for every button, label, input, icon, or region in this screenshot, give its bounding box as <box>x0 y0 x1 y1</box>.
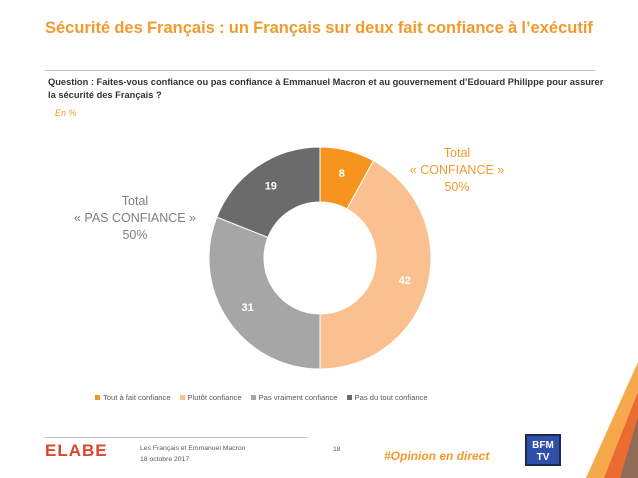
title-word: l’exécutif <box>521 19 593 37</box>
legend-swatch <box>179 395 185 400</box>
unit-label: En % <box>55 108 77 118</box>
question-text: Question : Faites-vous confiance ou pas … <box>48 77 604 100</box>
total-pas-confiance-sublabel: « PAS CONFIANCE » <box>73 211 197 225</box>
svg-text:TV: TV <box>537 452 550 463</box>
title-word: un <box>228 19 249 37</box>
slice-value-label: 31 <box>242 302 254 314</box>
legend-swatch <box>250 395 256 400</box>
elabe-logo: ELABE <box>45 441 108 460</box>
legend-label: Pas vraiment confiance <box>258 393 338 402</box>
donut-slice-labels: 8 42 31 19 <box>242 168 411 314</box>
total-confiance-value: 50% <box>444 180 470 194</box>
page-title: Sécurité des Français: un Français sur deux fai… <box>45 19 593 38</box>
decorative-triangle-icon <box>586 362 638 478</box>
total-pas-confiance: Total « PAS CONFIANCE » 50% <box>60 193 210 244</box>
donut-slice <box>216 146 321 239</box>
legend-item: Pas vraiment confiance <box>250 393 338 402</box>
title-word: deux <box>355 19 394 37</box>
total-confiance-label: Total <box>443 146 471 160</box>
donut-slice <box>319 160 432 370</box>
svg-text:BFM: BFM <box>532 440 554 451</box>
legend-label: Tout à fait confiance <box>103 393 171 402</box>
hashtag: #Opinion en direct <box>384 449 490 463</box>
legend-item: Pas du tout confiance <box>346 393 428 402</box>
footer-line-2: 18 octobre 2017 <box>140 456 190 463</box>
title-word: sur <box>325 19 351 37</box>
chart-legend: Tout à fait confiance Plutôt confiance Pas… <box>95 393 515 402</box>
title-word: Français <box>146 19 215 37</box>
total-confiance: Total « CONFIANCE » 50% <box>392 145 522 196</box>
title-word: des <box>114 19 143 37</box>
title-divider <box>45 70 595 71</box>
slice-value-label: 8 <box>339 168 345 180</box>
legend-item: Tout à fait confiance <box>95 393 171 402</box>
legend-swatch <box>95 395 100 400</box>
title-word: fait <box>397 19 423 37</box>
title-word: : <box>219 19 225 37</box>
footer-line-1: Les Français et Emmanuel Macron <box>140 445 246 452</box>
title-word: à <box>508 19 518 37</box>
title-word: confiance <box>426 19 504 37</box>
footer-source: Les Français et Emmanuel Macron 18 octob… <box>140 443 245 465</box>
total-confiance-sublabel: « CONFIANCE » <box>409 163 505 177</box>
legend-label: Plutôt confiance <box>187 393 242 402</box>
donut-slice <box>208 216 321 370</box>
total-pas-confiance-value: 50% <box>122 228 148 242</box>
legend-item: Plutôt confiance <box>179 393 242 402</box>
title-word: Français <box>253 19 321 37</box>
slice-value-label: 19 <box>265 181 277 193</box>
slice-value-label: 42 <box>399 275 411 287</box>
donut-slices <box>208 146 432 370</box>
title-word: Sécurité <box>45 19 111 37</box>
total-pas-confiance-label: Total <box>121 194 149 208</box>
legend-swatch <box>346 395 352 400</box>
legend-label: Pas du tout confiance <box>354 393 428 402</box>
page-number: 18 <box>333 446 341 453</box>
bfmtv-logo: BFM TV <box>525 434 561 466</box>
footer-divider <box>45 437 307 438</box>
